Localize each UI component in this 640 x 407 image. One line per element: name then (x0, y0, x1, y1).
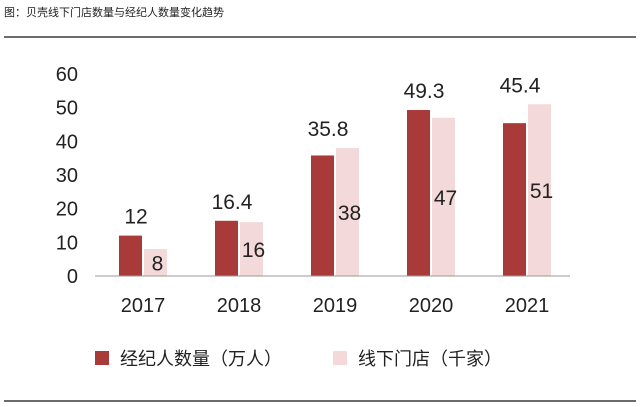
y-tick-label: 0 (67, 266, 78, 288)
data-label-agents: 35.8 (308, 118, 349, 141)
data-label-agents: 49.3 (404, 80, 445, 103)
y-tick-label: 20 (56, 199, 78, 221)
data-label-agents: 45.4 (500, 74, 541, 97)
y-tick-label: 50 (56, 98, 78, 120)
bar-agents (119, 235, 142, 276)
x-tick-label: 2017 (121, 295, 166, 317)
legend-swatch-stores (333, 351, 347, 365)
y-axis: 0 10 20 30 40 50 60 (56, 64, 78, 288)
x-axis: 2017 2018 2019 2020 2021 (121, 295, 550, 317)
y-tick-label: 10 (56, 232, 78, 254)
bars (119, 104, 551, 277)
bar-agents (503, 123, 526, 276)
data-label-stores: 8 (152, 253, 164, 276)
legend-label-agents: 经纪人数量（万人） (120, 349, 282, 370)
legend-label-stores: 线下门店（千家） (358, 349, 502, 370)
x-tick-label: 2021 (505, 295, 550, 317)
data-label-stores: 38 (338, 202, 361, 225)
data-label-agents: 16.4 (212, 191, 253, 214)
bar-stores (432, 117, 455, 277)
legend: 经纪人数量（万人） 线下门店（千家） (95, 349, 502, 370)
data-label-stores: 51 (530, 180, 553, 203)
bar-stores (528, 104, 551, 276)
y-tick-label: 60 (56, 64, 78, 86)
bar-stores (240, 222, 263, 276)
top-rule (4, 36, 636, 38)
bar-agents (311, 155, 334, 276)
legend-swatch-agents (95, 351, 109, 365)
data-label-stores: 16 (242, 239, 265, 262)
data-label-stores: 47 (434, 187, 457, 210)
x-tick-label: 2020 (409, 295, 454, 317)
figure-title: 图：贝壳线下门店数量与经纪人数量变化趋势 (4, 6, 224, 19)
x-tick-label: 2019 (313, 295, 358, 317)
x-tick-label: 2018 (217, 295, 262, 317)
bar-stores (336, 148, 359, 276)
bottom-rule (4, 400, 636, 402)
bar-agents (215, 220, 238, 276)
y-tick-label: 40 (56, 131, 78, 153)
bar-agents (407, 110, 430, 276)
y-tick-label: 30 (56, 165, 78, 187)
data-label-agents: 12 (124, 206, 147, 229)
data-labels: 12 8 16.4 16 35.8 38 49.3 47 45.4 51 (124, 74, 553, 275)
bar-stores (144, 249, 167, 276)
